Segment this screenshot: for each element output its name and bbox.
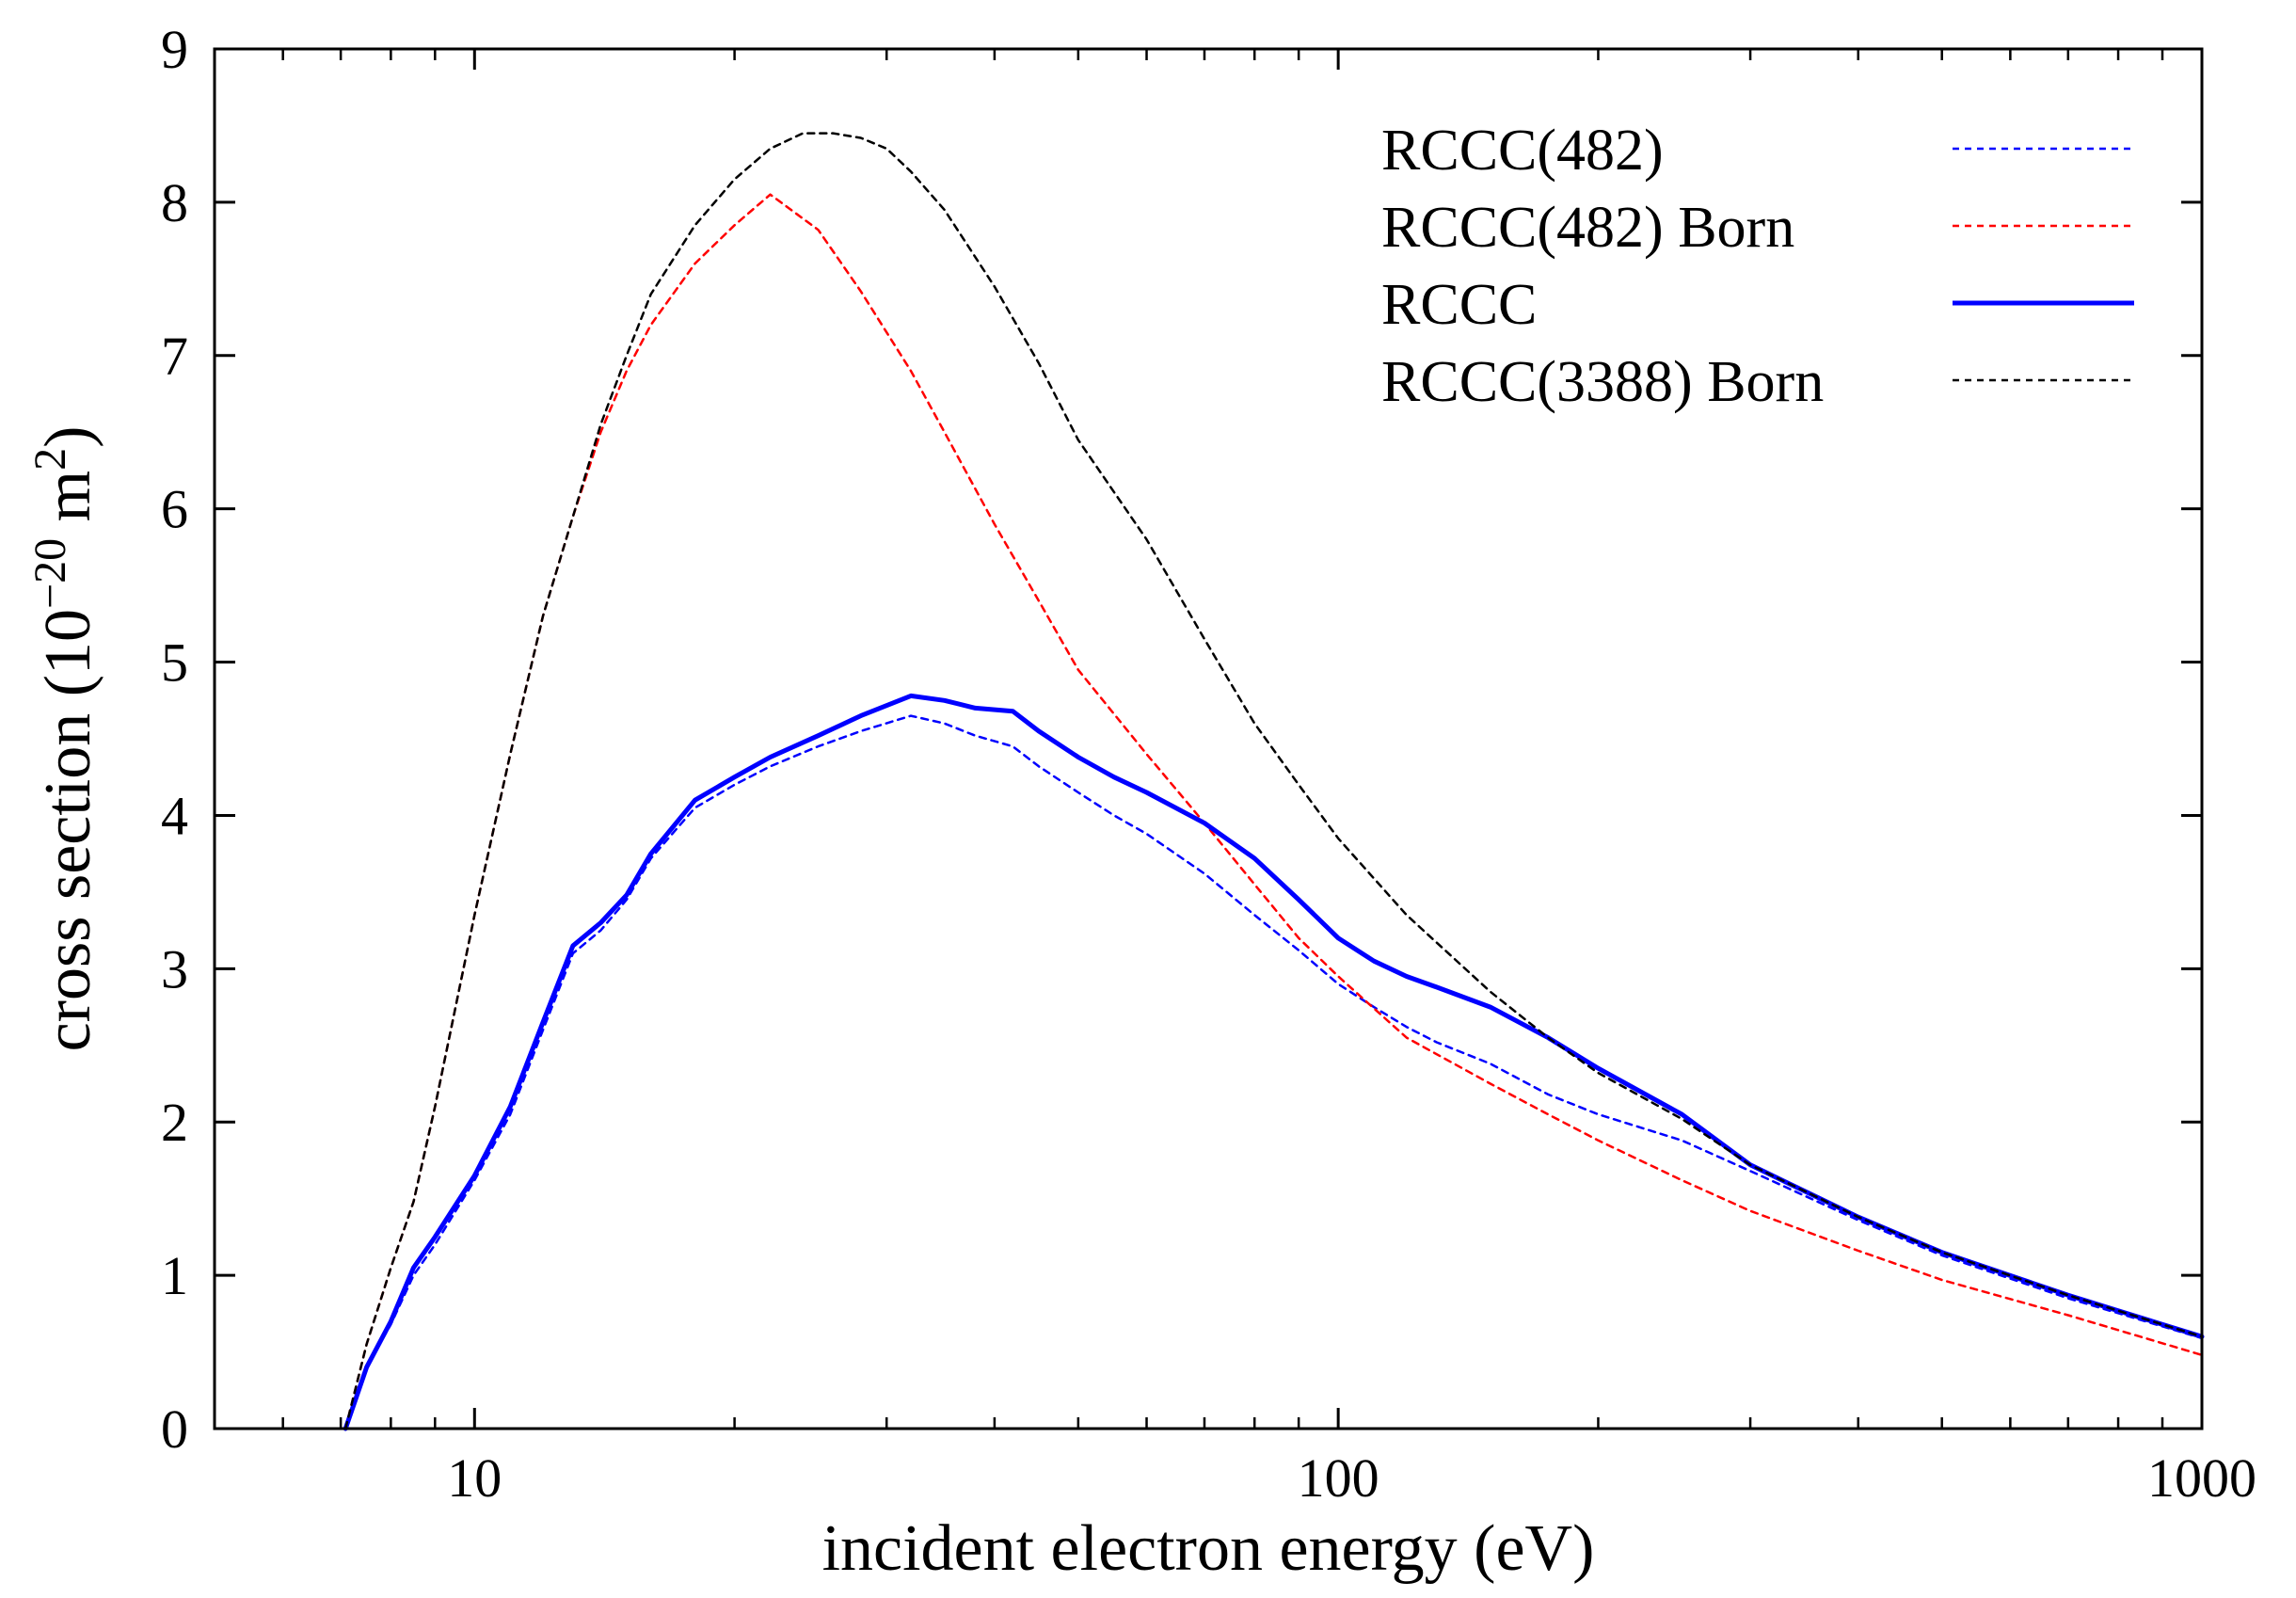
legend-label-4: RCCC(3388) Born — [1381, 350, 1824, 414]
x-tick-label: 1000 — [2147, 1447, 2256, 1509]
plot-frame — [213, 47, 2204, 1430]
x-axis-title: incident electron energy (eV) — [822, 1512, 1595, 1585]
x-tick-label: 100 — [1298, 1447, 1379, 1509]
x-tick-label: 10 — [447, 1447, 502, 1509]
series-line-4 — [343, 132, 2204, 1430]
legend-label-1: RCCC(482) — [1381, 119, 1664, 183]
y-tick-label: 4 — [161, 785, 188, 846]
y-tick-label: 0 — [161, 1398, 188, 1460]
series-line-1 — [343, 714, 2204, 1430]
series-layer — [343, 132, 2205, 1431]
y-tick-label: 6 — [161, 479, 188, 540]
y-tick-label: 1 — [161, 1245, 188, 1306]
series-line-2 — [343, 193, 2204, 1430]
y-axis-title-middle: m — [32, 471, 104, 538]
y-axis-title-exponent: −20 — [25, 538, 75, 609]
y-axis-title-suffix: ) — [32, 426, 104, 448]
tick-layer: 0 1 2 3 4 5 6 7 8 9 10 100 1000 — [161, 19, 2256, 1509]
y-tick-label: 5 — [161, 632, 188, 694]
y-tick-label: 8 — [161, 172, 188, 233]
legend-label-2: RCCC(482) Born — [1381, 196, 1794, 260]
y-tick-label: 7 — [161, 326, 188, 387]
y-tick-label: 3 — [161, 938, 188, 999]
y-axis-title-prefix: cross section (10 — [32, 609, 104, 1051]
legend-label-3: RCCC — [1381, 273, 1537, 337]
y-tick-label: 9 — [161, 19, 188, 80]
y-axis-title-exponent2: 2 — [25, 448, 75, 471]
series-line-3 — [343, 693, 2205, 1431]
y-tick-label: 2 — [161, 1092, 188, 1153]
legend: RCCC(482) RCCC(482) Born RCCC RCCC(3388) Bo… — [1381, 119, 2134, 414]
y-axis-title: cross section (10−20 m2) — [25, 426, 104, 1052]
